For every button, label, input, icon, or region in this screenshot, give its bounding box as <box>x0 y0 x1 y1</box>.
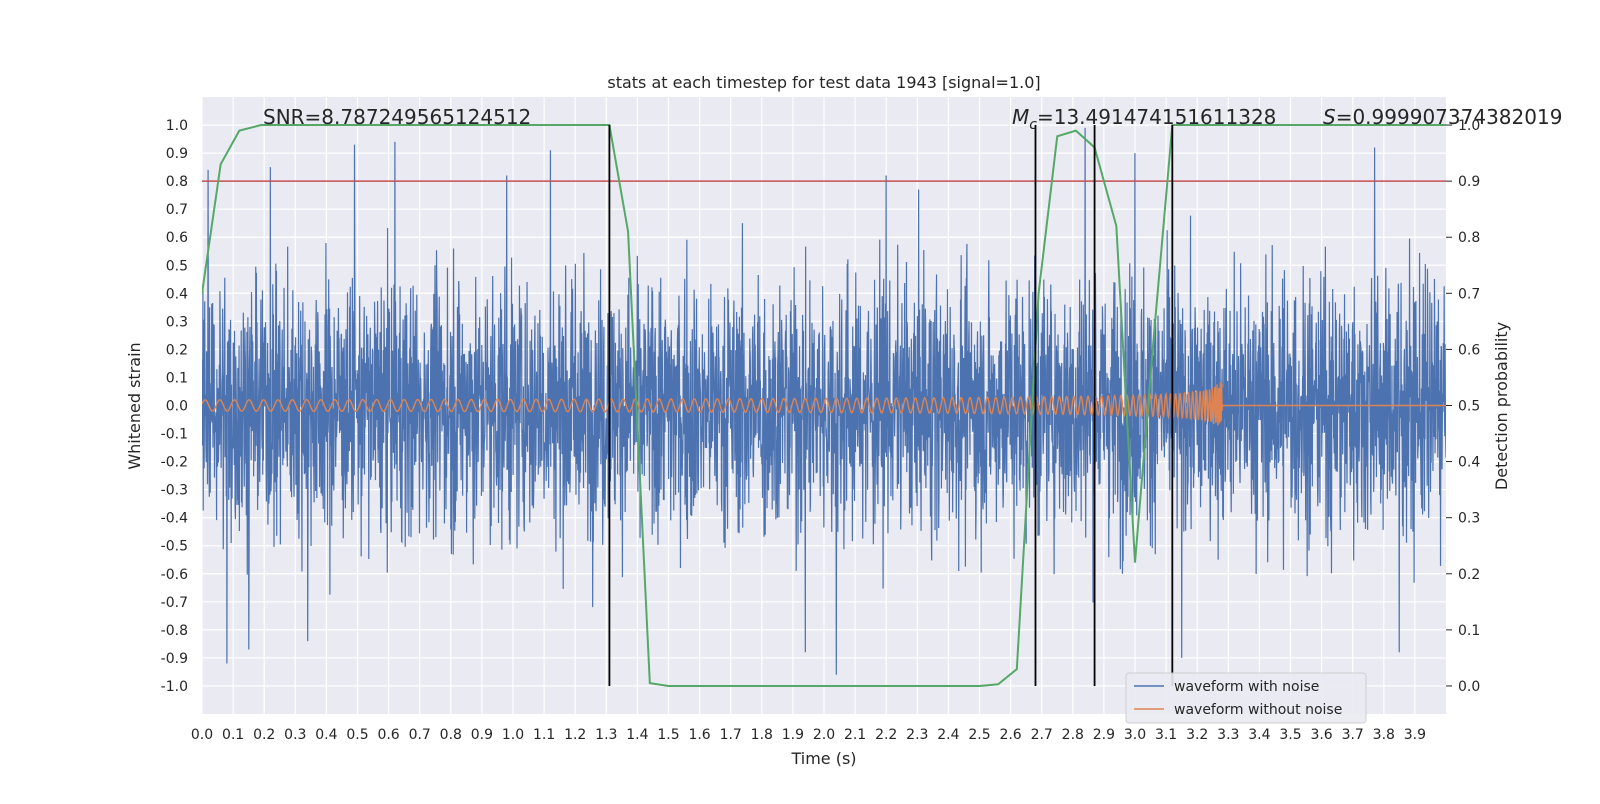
y2-tick-label: 0.5 <box>1458 399 1480 415</box>
x-tick-label: 1.4 <box>626 727 648 743</box>
x-tick-label: 2.5 <box>968 727 990 743</box>
x-tick-label: 1.5 <box>657 727 679 743</box>
chirp-mass-subscript: c <box>1029 117 1037 133</box>
y2-tick-label: 0.7 <box>1458 286 1480 302</box>
y2-tick-label: 0.3 <box>1458 511 1480 527</box>
chirp-mass-value: =13.491474151611328 <box>1037 105 1276 129</box>
x-tick-label: 2.2 <box>875 727 897 743</box>
y-tick-label: 0.4 <box>166 286 188 302</box>
x-tick-label: 2.3 <box>906 727 928 743</box>
y2-tick-label: 0.2 <box>1458 567 1480 583</box>
y-tick-label: 0.2 <box>166 342 188 358</box>
vertical-markers <box>608 125 1174 686</box>
y-tick-label: 0.9 <box>166 146 188 162</box>
x-tick-label: 1.7 <box>720 727 742 743</box>
legend-label-noisy: waveform with noise <box>1174 679 1319 695</box>
x-tick-label: 1.8 <box>751 727 773 743</box>
x-tick-label: 0.5 <box>346 727 368 743</box>
y-tick-label: -0.6 <box>161 567 188 583</box>
x-tick-label: 0.6 <box>377 727 399 743</box>
y-tick-labels: -1.0 -0.9 -0.8 -0.7 -0.6 -0.5 -0.4 -0.3 -0.2 -0.1… <box>161 118 188 695</box>
y-tick-label: -0.7 <box>161 595 188 611</box>
x-tick-label: 0.7 <box>409 727 431 743</box>
y2-tick-label: 0.8 <box>1458 230 1480 246</box>
y2-tick-label: 0.6 <box>1458 342 1480 358</box>
x-tick-label: 2.4 <box>937 727 959 743</box>
y2-tick-label: 0.0 <box>1458 679 1480 695</box>
series-line-noisy <box>202 127 1446 675</box>
score-value: =0.999907374382019 <box>1336 105 1563 129</box>
snr-annotation: SNR=8.787249565124512 <box>263 105 531 129</box>
y-tick-label: -0.5 <box>161 539 188 555</box>
y-axis-label: Whitened strain <box>125 342 144 469</box>
y-tick-label: 1.0 <box>166 118 188 134</box>
score-symbol: S <box>1323 105 1336 129</box>
x-tick-label: 1.1 <box>533 727 555 743</box>
x-tick-label: 2.0 <box>813 727 835 743</box>
y-tick-label: 0.8 <box>166 174 188 190</box>
y-tick-label: -0.4 <box>161 511 188 527</box>
y2-tick-label: 0.1 <box>1458 623 1480 639</box>
y-tick-label: 0.1 <box>166 370 188 386</box>
x-tick-label: 2.8 <box>1062 727 1084 743</box>
series-line-clean <box>202 382 1446 426</box>
y-tick-label: -0.8 <box>161 623 188 639</box>
y-tick-label: -0.3 <box>161 483 188 499</box>
x-tick-label: 0.4 <box>315 727 337 743</box>
x-tick-label: 3.9 <box>1404 727 1426 743</box>
x-tick-label: 0.9 <box>471 727 493 743</box>
x-tick-label: 1.3 <box>595 727 617 743</box>
x-tick-label: 0.8 <box>440 727 462 743</box>
series-line-probability <box>202 124 1446 687</box>
x-tick-label: 3.5 <box>1279 727 1301 743</box>
x-tick-label: 3.8 <box>1373 727 1395 743</box>
x-tick-label: 3.6 <box>1310 727 1332 743</box>
x-tick-label: 0.1 <box>222 727 244 743</box>
x-tick-label: 1.0 <box>502 727 524 743</box>
legend-box <box>1125 672 1367 724</box>
x-tick-label: 3.4 <box>1248 727 1270 743</box>
y-tick-label: -0.9 <box>161 651 188 667</box>
chirp-mass-symbol: M <box>1012 105 1029 129</box>
score-annotation: S=0.999907374382019 <box>1323 105 1562 129</box>
series-lines <box>202 124 1446 687</box>
x-tick-label: 1.9 <box>782 727 804 743</box>
x-tick-label: 0.2 <box>253 727 275 743</box>
y-tick-label: 0.3 <box>166 314 188 330</box>
y2-axis-label: Detection probability <box>1492 322 1511 490</box>
x-tick-label: 3.0 <box>1124 727 1146 743</box>
x-tick-label: 3.1 <box>1155 727 1177 743</box>
x-axis-label: Time (s) <box>790 749 856 768</box>
x-tick-label: 2.7 <box>1031 727 1053 743</box>
y-tick-label: 0.5 <box>166 258 188 274</box>
y2-tick-label: 1.0 <box>1458 118 1480 134</box>
legend: waveform with noise waveform without noi… <box>1125 672 1367 724</box>
x-tick-label: 0.3 <box>284 727 306 743</box>
y-tick-label: 0.7 <box>166 202 188 218</box>
y-tick-label: -0.2 <box>161 455 188 471</box>
y-tick-label: 0.6 <box>166 230 188 246</box>
x-tick-label: 2.9 <box>1093 727 1115 743</box>
y-tick-label: 0.0 <box>166 399 188 415</box>
noisy-waveform-group <box>202 127 1446 675</box>
x-tick-label: 2.1 <box>844 727 866 743</box>
y2-tick-label: 0.9 <box>1458 174 1480 190</box>
x-tick-label: 3.7 <box>1342 727 1364 743</box>
legend-label-clean: waveform without noise <box>1174 702 1342 718</box>
x-tick-label: 2.6 <box>999 727 1021 743</box>
y2-tick-label: 0.4 <box>1458 455 1480 471</box>
x-tick-label: 3.3 <box>1217 727 1239 743</box>
x-tick-labels: 0.0 0.1 0.2 0.3 0.4 0.5 0.6 0.7 0.8 0.9 1.0 1.1 1.2 1… <box>191 727 1426 743</box>
chirp-mass-annotation: Mc=13.491474151611328 <box>1012 105 1276 133</box>
y-tick-label: -1.0 <box>161 679 188 695</box>
x-tick-label: 0.0 <box>191 727 213 743</box>
y-tick-label: -0.1 <box>161 427 188 443</box>
y2-tick-labels: 0.0 0.1 0.2 0.3 0.4 0.5 0.6 0.7 0.8 0.9 1.0 <box>1446 118 1480 695</box>
chart-title: stats at each timestep for test data 194… <box>607 73 1040 92</box>
x-tick-label: 3.2 <box>1186 727 1208 743</box>
x-tick-label: 1.2 <box>564 727 586 743</box>
x-tick-label: 1.6 <box>688 727 710 743</box>
